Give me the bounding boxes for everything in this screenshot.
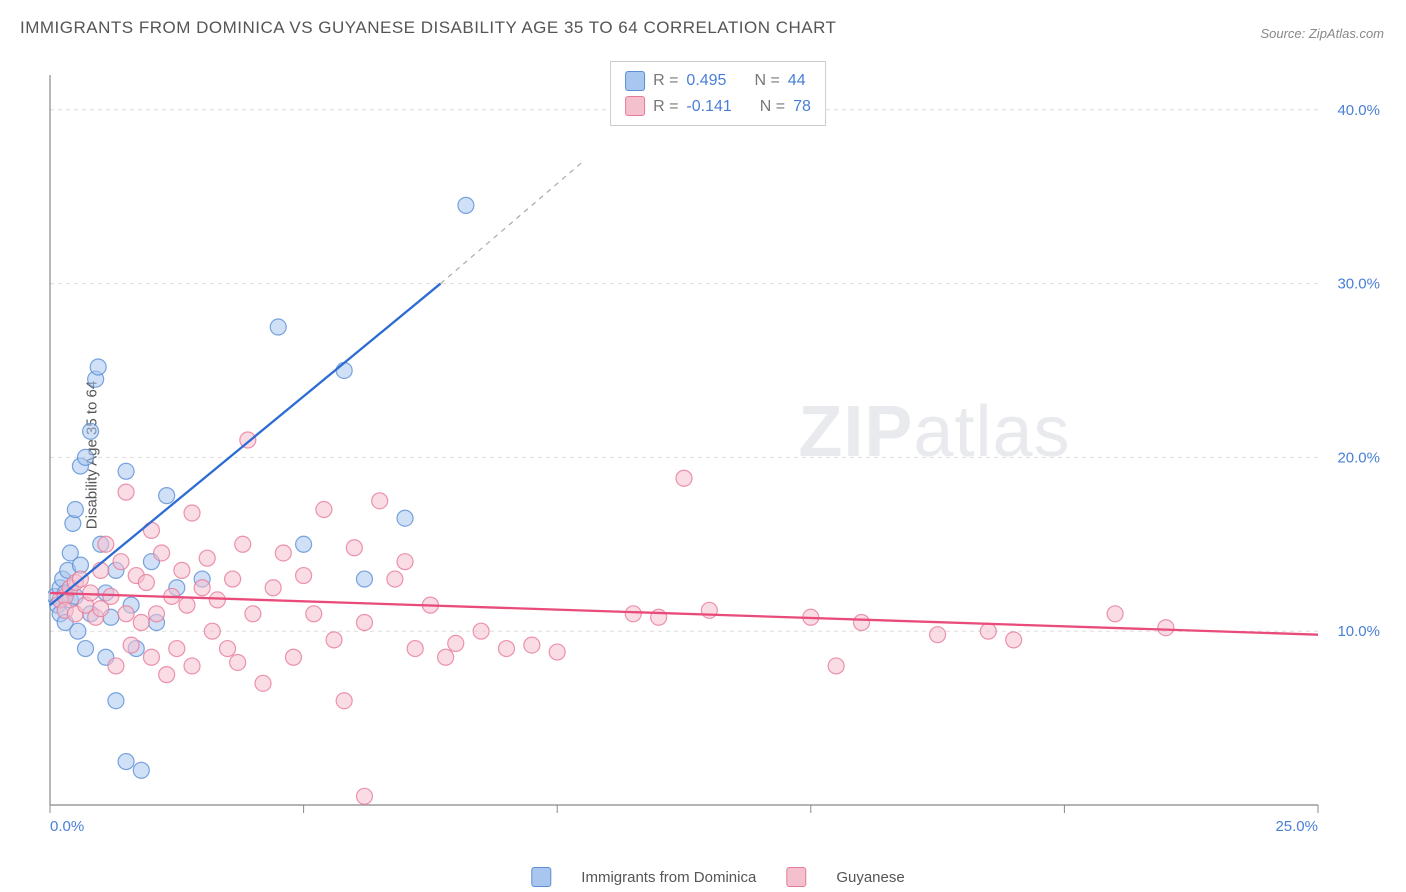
legend-label-0: Immigrants from Dominica <box>581 869 756 886</box>
stats-r-label-1: R = <box>653 94 678 120</box>
svg-text:0.0%: 0.0% <box>50 818 84 835</box>
legend-swatch-0 <box>531 867 551 887</box>
scatter-plot: 10.0% 20.0% 30.0% 40.0% 0.0% 25.0% <box>48 55 1388 855</box>
svg-text:30.0%: 30.0% <box>1337 276 1380 293</box>
stats-r-value-0: 0.495 <box>686 68 726 94</box>
stats-row-series-0: R = 0.495 N = 44 <box>625 68 811 94</box>
stats-n-label-1: N = <box>760 94 785 120</box>
chart-container: Disability Age 35 to 64 ZIPatlas R = 0.4… <box>48 55 1388 855</box>
chart-title: IMMIGRANTS FROM DOMINICA VS GUYANESE DIS… <box>20 18 836 38</box>
stats-r-value-1: -0.141 <box>686 94 731 120</box>
stats-n-value-1: 78 <box>793 94 811 120</box>
stats-n-value-0: 44 <box>788 68 806 94</box>
source-attribution: Source: ZipAtlas.com <box>1260 26 1384 41</box>
stats-swatch-1 <box>625 96 645 116</box>
svg-text:10.0%: 10.0% <box>1337 623 1380 640</box>
svg-text:20.0%: 20.0% <box>1337 449 1380 466</box>
svg-text:40.0%: 40.0% <box>1337 102 1380 119</box>
stats-r-label-0: R = <box>653 68 678 94</box>
svg-text:25.0%: 25.0% <box>1275 818 1318 835</box>
stats-n-label-0: N = <box>754 68 779 94</box>
bottom-legend: Immigrants from Dominica Guyanese <box>531 867 904 887</box>
stats-swatch-0 <box>625 71 645 91</box>
legend-swatch-1 <box>786 867 806 887</box>
legend-label-1: Guyanese <box>836 869 904 886</box>
stats-row-series-1: R = -0.141 N = 78 <box>625 94 811 120</box>
stats-legend-box: R = 0.495 N = 44 R = -0.141 N = 78 <box>610 61 826 126</box>
